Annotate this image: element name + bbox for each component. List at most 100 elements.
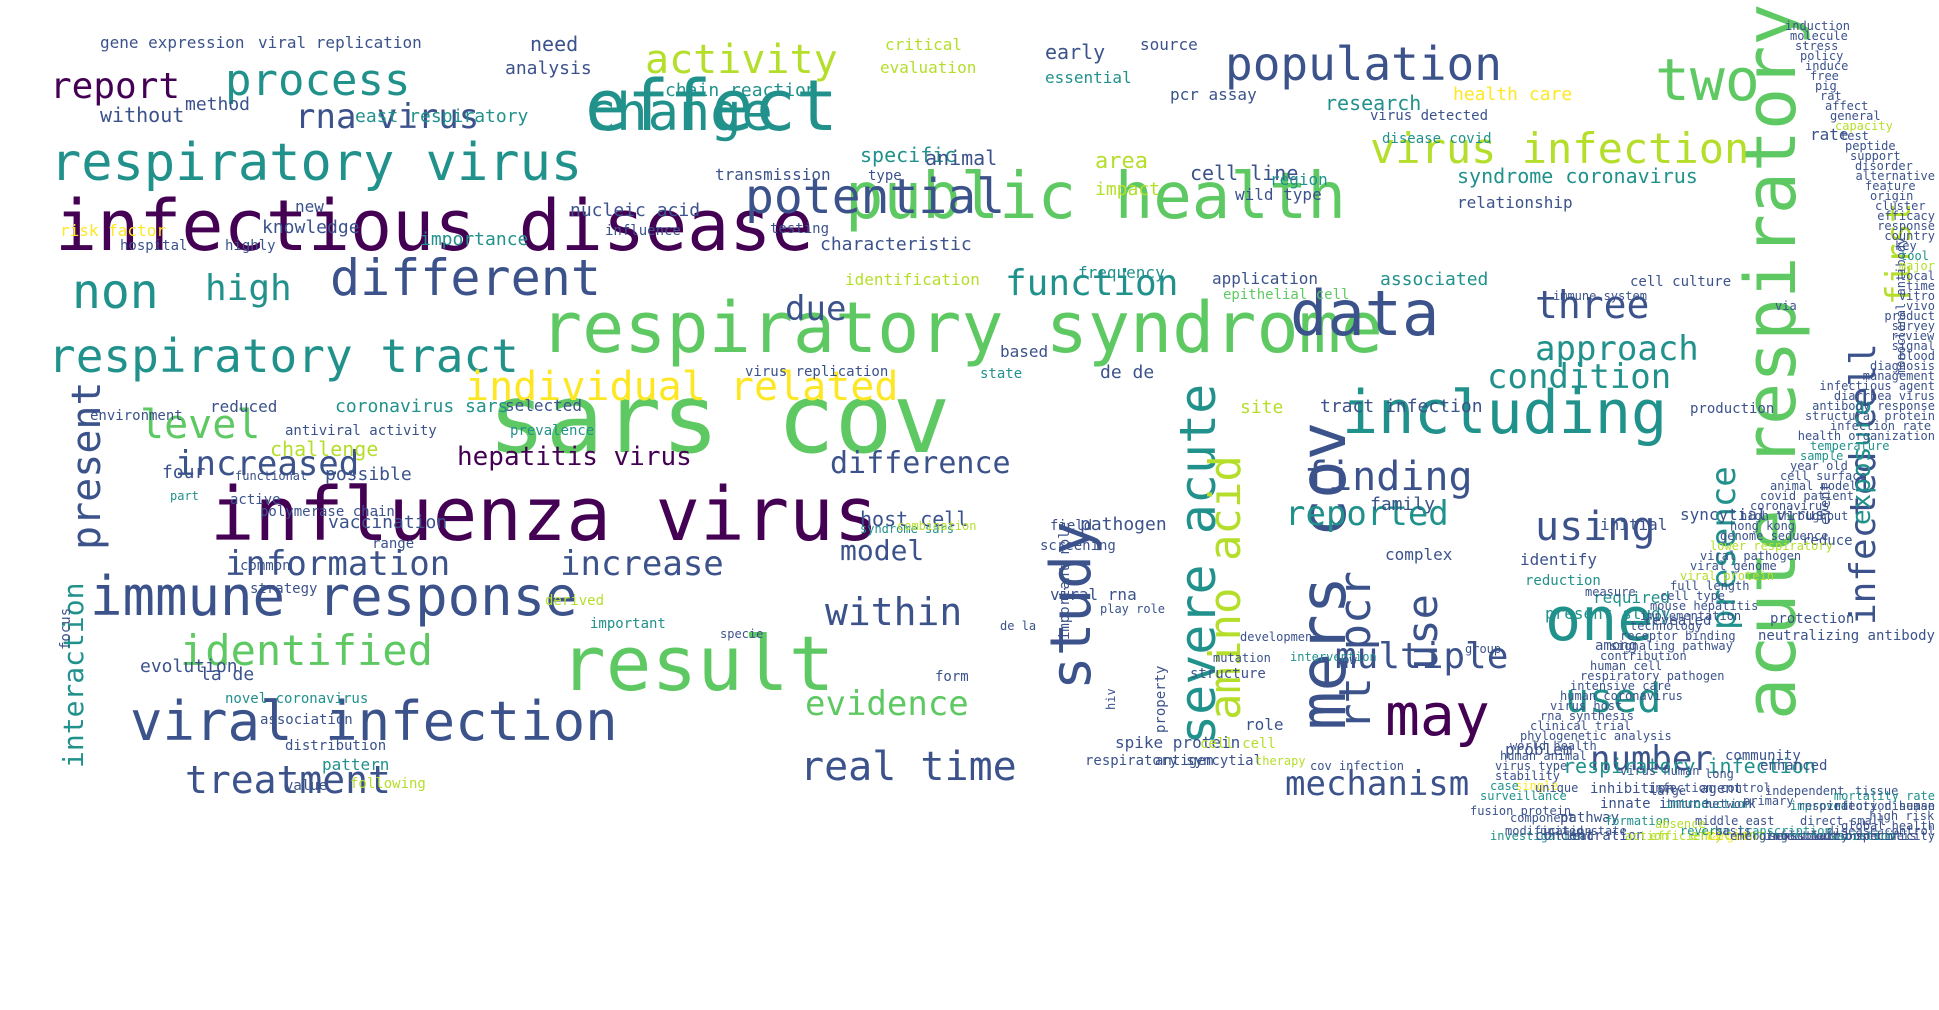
word-investigation: investigation bbox=[1490, 829, 1584, 843]
word-virus-infection: virus infection bbox=[1370, 124, 1749, 173]
word-antibody-response: antibody response bbox=[1812, 399, 1935, 413]
word-absence: absence bbox=[1655, 817, 1706, 831]
word-clinical-trial: clinical trial bbox=[1530, 719, 1631, 733]
word-primary: primary bbox=[1743, 794, 1794, 808]
word-area: area bbox=[1095, 149, 1148, 174]
word-specific: specific bbox=[860, 143, 956, 167]
word-used: used bbox=[1565, 676, 1661, 722]
word-relationship: relationship bbox=[1457, 193, 1573, 212]
word-immune-response: immune response bbox=[90, 565, 578, 628]
word-property: property bbox=[1153, 666, 1169, 733]
word-information: information bbox=[225, 544, 450, 584]
word-efficacy: efficacy bbox=[1877, 209, 1935, 223]
word-evaluation: evaluation bbox=[880, 58, 976, 77]
word-unique: unique bbox=[1535, 781, 1578, 795]
word-efficient: efficient bbox=[1690, 828, 1766, 844]
word-lower-respiratory: lower respiratory bbox=[1710, 539, 1833, 553]
word-activity: activity bbox=[645, 37, 838, 83]
word-rate: rate bbox=[1810, 125, 1849, 144]
word-lead: lead bbox=[1565, 829, 1594, 843]
word-analysis: analysis bbox=[505, 58, 592, 79]
word-state: state bbox=[980, 366, 1022, 382]
word-real-time: real time bbox=[800, 744, 1017, 790]
word-multiple: multiple bbox=[1335, 636, 1508, 677]
word-testing: testing bbox=[770, 221, 829, 237]
word-three: three bbox=[1535, 283, 1649, 327]
word-respiratory-syncytial: respiratory syncytial bbox=[1085, 753, 1262, 769]
word-type: type bbox=[868, 168, 902, 184]
word-infectious-agent: infectious agent bbox=[1819, 379, 1935, 393]
word-respiratory-disease: respiratory disease bbox=[1798, 799, 1935, 813]
word-cell-cell: cell cell bbox=[1200, 736, 1276, 752]
word-part: part bbox=[170, 489, 199, 503]
word-diarrhea-virus: diarrhea virus bbox=[1834, 389, 1935, 403]
word-potential: potential bbox=[745, 169, 1005, 225]
word-combination: combination bbox=[897, 519, 976, 533]
word-receptor-binding: receptor binding bbox=[1620, 629, 1736, 643]
word-feature: feature bbox=[1865, 179, 1916, 193]
word-host-cell: host cell bbox=[860, 507, 968, 531]
word-impact: impact bbox=[1095, 179, 1160, 200]
word-one: one bbox=[1545, 585, 1653, 655]
word-general: general bbox=[1830, 109, 1881, 123]
word-specie: specie bbox=[720, 627, 763, 641]
word-hospital: hospital bbox=[120, 238, 187, 254]
word-epithelial-cell: epithelial cell bbox=[1223, 287, 1349, 303]
word-chain-reaction: chain reaction bbox=[665, 80, 817, 101]
word-within: within bbox=[825, 590, 962, 634]
word-problem: problem bbox=[1505, 740, 1572, 759]
word-development: development bbox=[1240, 630, 1319, 644]
word-region: region bbox=[1270, 170, 1328, 189]
word-revealed: revealed bbox=[1644, 613, 1711, 629]
word-surveillance: surveillance bbox=[1480, 789, 1567, 803]
word-transmission: transmission bbox=[715, 165, 831, 184]
word-cluster: cluster bbox=[1875, 199, 1926, 213]
word-implementation: implementation bbox=[1640, 609, 1741, 623]
word-hong-kong: hong kong bbox=[1730, 519, 1795, 533]
word-stability: stability bbox=[1495, 769, 1560, 783]
word-without: without bbox=[100, 103, 184, 127]
word-risk-factor: risk factor bbox=[60, 221, 166, 240]
word-support: support bbox=[1850, 149, 1901, 163]
word-value: value bbox=[285, 778, 327, 794]
word-disease-covid: disease covid bbox=[1382, 131, 1492, 147]
word-result: result bbox=[560, 619, 835, 708]
word-including: including bbox=[1342, 378, 1667, 448]
word-play-role: play role bbox=[1100, 602, 1165, 616]
word-reduction: reduction bbox=[1525, 573, 1601, 589]
word-modification: modification bbox=[1505, 824, 1592, 838]
word-agent: agent bbox=[1700, 781, 1742, 797]
word-influenza-virus: influenza virus bbox=[210, 472, 878, 558]
word-selected: selected bbox=[505, 396, 582, 415]
word-present: present bbox=[64, 381, 110, 550]
word-time: time bbox=[1906, 279, 1935, 293]
word-method: method bbox=[185, 94, 250, 115]
word-major: major bbox=[1899, 259, 1935, 273]
word-four: four bbox=[162, 462, 206, 483]
word-strategy: strategy bbox=[250, 581, 317, 597]
word-respiratory-infection: respiratory infection bbox=[1563, 754, 1816, 778]
word-animal-model: animal model bbox=[1770, 479, 1857, 493]
word-origin: origin bbox=[1870, 189, 1913, 203]
word-need: need bbox=[530, 32, 578, 56]
word-tool: tool bbox=[1900, 249, 1929, 263]
word-immune-system: immune system bbox=[1553, 289, 1647, 303]
word-direct: direct bbox=[1800, 814, 1843, 828]
word-concentration: concentration bbox=[1535, 828, 1645, 844]
word-level: level bbox=[140, 402, 260, 448]
word-signal: signal bbox=[1892, 339, 1935, 353]
word-human-cell: human cell bbox=[1590, 659, 1662, 673]
word-variation: variation bbox=[1830, 829, 1895, 843]
word-use: use bbox=[1398, 594, 1447, 670]
word-infection-human: infection human bbox=[1827, 799, 1935, 813]
word-viral-replication: viral replication bbox=[258, 33, 422, 52]
word-research: research bbox=[1325, 91, 1421, 115]
word-survey: survey bbox=[1892, 319, 1935, 333]
word-stress: stress bbox=[1795, 39, 1838, 53]
word-mouse-hepatitis: mouse hepatitis bbox=[1650, 599, 1758, 613]
word-spike-protein: spike protein bbox=[1115, 733, 1240, 752]
word-rna-virus: rna virus bbox=[295, 97, 479, 137]
word-virus-detected: virus detected bbox=[1370, 108, 1488, 124]
word-large: large bbox=[1650, 784, 1686, 798]
word-different: different bbox=[330, 249, 601, 307]
